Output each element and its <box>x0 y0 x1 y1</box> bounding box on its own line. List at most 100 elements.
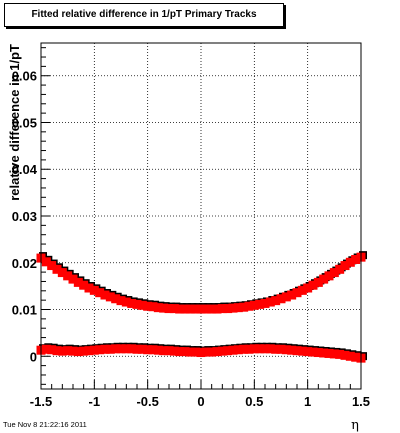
data-point <box>52 346 62 356</box>
data-point <box>271 296 281 306</box>
data-point <box>271 344 281 354</box>
data-point <box>105 344 115 354</box>
data-point <box>84 283 94 293</box>
data-point <box>319 274 329 284</box>
data-point <box>164 346 174 356</box>
data-point <box>313 348 323 358</box>
data-point <box>329 349 339 359</box>
data-point <box>47 345 57 355</box>
data-point <box>244 344 254 354</box>
data-point <box>159 346 169 356</box>
data-point <box>319 348 329 358</box>
title-box: Fitted relative difference in 1/pT Prima… <box>4 3 284 27</box>
x-tick-label: 0 <box>197 394 204 409</box>
data-point <box>127 298 137 308</box>
data-point <box>345 351 355 361</box>
data-point <box>292 346 302 356</box>
data-point <box>137 344 147 354</box>
data-point <box>63 271 73 281</box>
data-point <box>79 346 89 356</box>
y-tick-label: 0.06 <box>12 69 37 84</box>
x-tick-label: 1.5 <box>352 394 370 409</box>
data-point <box>73 347 83 357</box>
y-tick-label: 0.04 <box>12 162 38 177</box>
data-point <box>217 304 227 314</box>
data-point <box>57 346 67 356</box>
data-point <box>121 344 131 354</box>
data-point <box>68 346 78 356</box>
data-point <box>223 304 233 314</box>
data-point <box>79 280 89 290</box>
data-point <box>100 290 110 300</box>
data-point <box>223 346 233 356</box>
data-point <box>249 300 259 310</box>
data-point <box>41 344 51 354</box>
data-point <box>132 344 142 354</box>
y-tick-label: 0.02 <box>12 256 37 271</box>
data-point <box>276 294 286 304</box>
data-point <box>324 271 334 281</box>
data-point <box>111 294 121 304</box>
data-point <box>207 347 217 357</box>
data-point <box>196 348 206 358</box>
data-point <box>228 345 238 355</box>
data-point <box>308 347 318 357</box>
data-point <box>335 349 345 359</box>
data-point <box>260 298 270 308</box>
data-point <box>57 268 67 278</box>
data-point <box>260 344 270 354</box>
data-point <box>148 345 158 355</box>
x-tick-label: -1.5 <box>30 394 52 409</box>
data-point <box>340 261 350 271</box>
data-point <box>287 290 297 300</box>
data-point <box>324 348 334 358</box>
data-point <box>41 257 51 267</box>
data-point <box>63 346 73 356</box>
data-point <box>217 346 227 356</box>
data-point <box>196 304 206 314</box>
data-point <box>73 277 83 287</box>
data-point <box>132 299 142 309</box>
data-point <box>153 345 163 355</box>
plot-frame <box>40 42 362 390</box>
y-tick-label: 0 <box>30 349 37 364</box>
data-point <box>313 277 323 287</box>
data-point <box>239 344 249 354</box>
data-point <box>89 285 99 295</box>
x-tick-label: 1 <box>304 394 311 409</box>
data-point <box>292 288 302 298</box>
data-point <box>127 344 137 354</box>
data-point <box>175 347 185 357</box>
x-axis-label: η <box>351 418 359 433</box>
data-point <box>111 344 121 354</box>
data-point <box>116 344 126 354</box>
y-tick-label: 0.01 <box>12 303 37 318</box>
data-point <box>68 274 78 284</box>
data-point <box>153 303 163 313</box>
y-tick-label: 0.03 <box>12 209 37 224</box>
data-point <box>143 345 153 355</box>
data-point <box>265 344 275 354</box>
data-point <box>297 285 307 295</box>
data-point <box>335 264 345 274</box>
data-point <box>281 292 291 302</box>
data-point <box>228 303 238 313</box>
data-point <box>116 296 126 306</box>
data-point <box>180 347 190 357</box>
data-point <box>169 346 179 356</box>
data-point <box>100 344 110 354</box>
timestamp-footer: Tue Nov 8 21:22:16 2011 <box>3 420 87 429</box>
data-point <box>212 304 222 314</box>
data-point <box>201 347 211 357</box>
data-point <box>329 268 339 278</box>
data-point <box>84 346 94 356</box>
data-point <box>281 345 291 355</box>
data-point <box>169 304 179 314</box>
data-point <box>255 299 265 309</box>
data-point <box>164 304 174 314</box>
data-point <box>185 304 195 314</box>
data-point <box>143 301 153 311</box>
data-point <box>265 297 275 307</box>
data-point <box>303 283 313 293</box>
